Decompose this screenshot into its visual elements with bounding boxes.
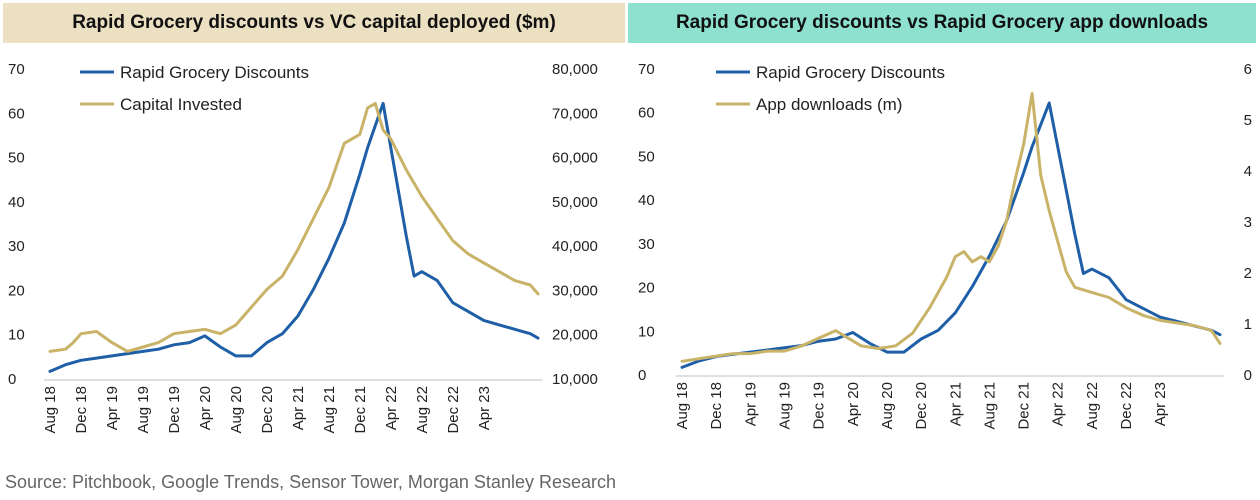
- x-tick-label: Aug 22: [414, 386, 431, 434]
- x-tick-label: Dec 20: [913, 382, 930, 430]
- y-right-tick-label: 70,000: [552, 105, 598, 122]
- y-left-tick-label: 50: [8, 150, 25, 167]
- y-left-tick-label: 0: [8, 371, 16, 388]
- y-left-tick-label: 60: [8, 105, 25, 122]
- legend-label: Rapid Grocery Discounts: [756, 63, 945, 82]
- y-left-tick-label: 30: [8, 238, 25, 255]
- x-tick-label: Aug 21: [981, 382, 998, 430]
- x-tick-label: Aug 21: [321, 386, 338, 434]
- y-left-tick-label: 60: [638, 105, 655, 122]
- y-right-tick-label: 20,000: [552, 327, 598, 344]
- x-tick-label: Apr 19: [104, 386, 121, 430]
- x-tick-label: Apr 21: [290, 386, 307, 430]
- x-tick-label: Aug 22: [1084, 382, 1101, 430]
- y-right-tick-label: 5: [1244, 112, 1252, 129]
- source-note: Source: Pitchbook, Google Trends, Sensor…: [5, 472, 616, 492]
- x-tick-label: Apr 19: [742, 382, 759, 426]
- x-tick-label: Aug 19: [135, 386, 152, 434]
- legend-label: Rapid Grocery Discounts: [120, 63, 309, 82]
- x-tick-label: Apr 21: [947, 382, 964, 426]
- x-tick-label: Apr 22: [383, 386, 400, 430]
- legend-label: App downloads (m): [756, 95, 902, 114]
- series-line-capital-invested: [48, 101, 540, 353]
- x-tick-label: Apr 23: [476, 386, 493, 430]
- x-tick-label: Apr 22: [1050, 382, 1067, 426]
- y-right-tick-label: 80,000: [552, 61, 598, 78]
- y-left-tick-label: 40: [638, 192, 655, 209]
- y-right-tick-label: 60,000: [552, 150, 598, 167]
- y-left-tick-label: 10: [8, 327, 25, 344]
- x-tick-label: Dec 20: [259, 386, 276, 434]
- series-line-rapid-grocery-discounts: [48, 101, 540, 373]
- y-right-tick-label: 0: [1244, 367, 1252, 384]
- y-left-tick-label: 0: [638, 367, 646, 384]
- y-left-tick-label: 70: [8, 61, 25, 78]
- x-tick-label: Dec 19: [811, 382, 828, 430]
- x-tick-label: Aug 20: [879, 382, 896, 430]
- x-tick-label: Aug 18: [674, 382, 691, 430]
- y-left-tick-label: 10: [638, 323, 655, 340]
- y-left-tick-label: 50: [638, 148, 655, 165]
- y-right-tick-label: 2: [1244, 265, 1252, 282]
- legend-label: Capital Invested: [120, 95, 242, 114]
- y-left-tick-label: 20: [8, 282, 25, 299]
- x-tick-label: Aug 20: [228, 386, 245, 434]
- chart-title-left: Rapid Grocery discounts vs VC capital de…: [3, 3, 625, 43]
- x-tick-label: Dec 18: [73, 386, 90, 434]
- discounts-vs-downloads-chart: Aug 18 Dec 18 Apr 19 Aug 19 Dec 19 Apr 20 Aug …: [638, 61, 1252, 430]
- series-line-app-downloads-m: [680, 92, 1222, 363]
- series-line-rapid-grocery-discounts: [680, 101, 1222, 369]
- x-tick-label: Aug 18: [42, 386, 59, 434]
- x-tick-label: Apr 20: [845, 382, 862, 426]
- y-right-tick-label: 30,000: [552, 282, 598, 299]
- x-tick-label: Dec 22: [445, 386, 462, 434]
- x-tick-label: Dec 21: [1016, 382, 1033, 430]
- y-left-tick-label: 70: [638, 61, 655, 78]
- x-tick-label: Dec 19: [166, 386, 183, 434]
- y-right-tick-label: 6: [1244, 61, 1252, 78]
- x-tick-label: Aug 19: [776, 382, 793, 430]
- y-right-tick-label: 3: [1244, 214, 1252, 231]
- y-right-tick-label: 10,000: [552, 371, 598, 388]
- y-right-tick-label: 50,000: [552, 194, 598, 211]
- y-right-tick-label: 4: [1244, 163, 1252, 180]
- x-tick-label: Apr 23: [1152, 382, 1169, 426]
- x-tick-label: Dec 18: [708, 382, 725, 430]
- x-tick-label: Dec 22: [1118, 382, 1135, 430]
- x-tick-label: Apr 20: [197, 386, 214, 430]
- y-right-tick-label: 1: [1244, 316, 1252, 333]
- y-left-tick-label: 30: [638, 236, 655, 253]
- chart-title-right: Rapid Grocery discounts vs Rapid Grocery…: [628, 3, 1256, 43]
- discounts-vs-capital-chart: Aug 18 Dec 18 Apr 19 Aug 19 Dec 19 Apr 20 Aug …: [8, 61, 598, 434]
- y-right-tick-label: 40,000: [552, 238, 598, 255]
- y-left-tick-label: 20: [638, 280, 655, 297]
- x-tick-label: Dec 21: [352, 386, 369, 434]
- y-left-tick-label: 40: [8, 194, 25, 211]
